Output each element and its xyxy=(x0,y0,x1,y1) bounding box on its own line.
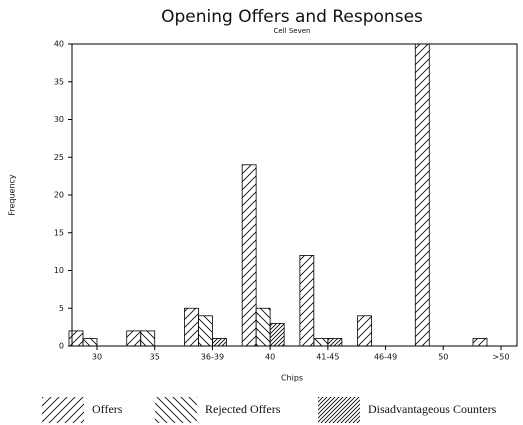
bar xyxy=(184,307,199,347)
legend-text: Offers xyxy=(92,402,123,416)
bar xyxy=(198,315,213,347)
y-axis-label: Frequency xyxy=(8,174,17,216)
legend-swatch xyxy=(318,397,360,423)
x-tick-label: 50 xyxy=(438,353,448,362)
legend-text: Disadvantageous Counters xyxy=(368,402,497,416)
bar xyxy=(212,338,227,347)
bar xyxy=(472,338,488,347)
bar xyxy=(313,338,329,347)
y-tick-label: 10 xyxy=(54,266,64,275)
x-tick-label: >50 xyxy=(493,353,510,362)
x-tick-label: 46-49 xyxy=(374,353,397,362)
x-tick-label: 35 xyxy=(150,353,160,362)
bar xyxy=(68,330,84,347)
x-tick-label: 36-39 xyxy=(201,353,224,362)
bar xyxy=(299,254,315,347)
bar xyxy=(357,315,372,347)
bar xyxy=(241,164,257,347)
y-tick-label: 40 xyxy=(54,40,64,49)
y-tick-label: 30 xyxy=(54,115,64,124)
bar xyxy=(140,330,156,347)
x-axis-label: Chips xyxy=(281,374,303,383)
bar xyxy=(82,338,98,347)
legend-swatch xyxy=(42,397,84,423)
plot-frame xyxy=(71,43,518,347)
bar xyxy=(269,322,285,347)
bar xyxy=(255,307,271,347)
x-tick-label: 30 xyxy=(92,353,102,362)
y-tick-label: 0 xyxy=(59,342,64,351)
y-tick-label: 5 xyxy=(59,304,64,313)
legend-swatch xyxy=(155,397,197,423)
bar xyxy=(126,330,142,347)
chart-title: Opening Offers and Responses xyxy=(161,7,423,27)
y-tick-label: 25 xyxy=(54,153,64,162)
bar xyxy=(327,338,343,347)
x-tick-label: 41-45 xyxy=(316,353,339,362)
legend-text: Rejected Offers xyxy=(205,402,281,416)
y-tick-label: 15 xyxy=(54,228,64,237)
chart-subtitle: Cell Seven xyxy=(274,27,311,35)
y-tick-label: 20 xyxy=(54,191,64,200)
bar xyxy=(414,43,430,347)
x-tick-label: 40 xyxy=(265,353,275,362)
y-tick-label: 35 xyxy=(54,77,64,86)
